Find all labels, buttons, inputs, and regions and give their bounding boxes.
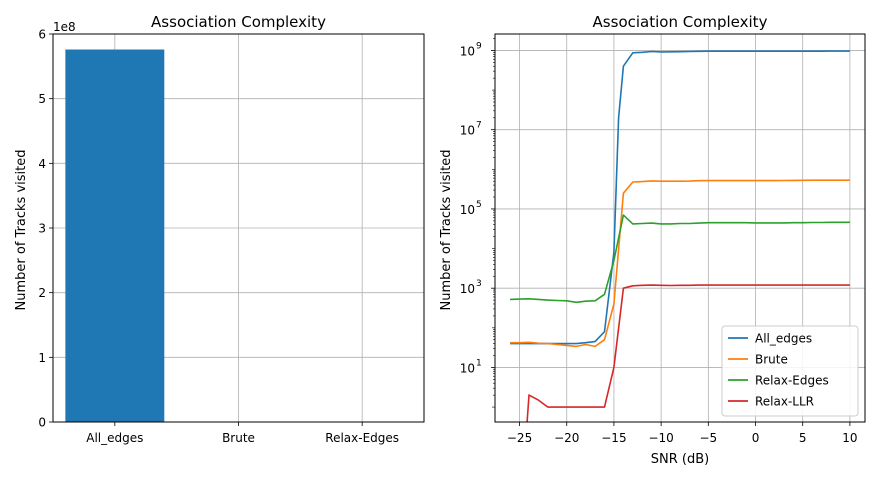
- legend-label-brute: Brute: [755, 353, 788, 367]
- right-x-tick-label: −15: [601, 431, 626, 445]
- left-plot-frame: [52, 33, 425, 423]
- right-x-tick-label: −10: [648, 431, 673, 445]
- right-series-lines: [510, 50, 850, 422]
- left-x-tick-label: Brute: [222, 431, 255, 445]
- right-chart-title: Association Complexity: [593, 13, 768, 31]
- left-y-tick-label: 0: [38, 416, 46, 430]
- left-y-offset-label: 1e8: [53, 20, 76, 34]
- right-x-tick-label: 10: [842, 431, 857, 445]
- right-x-tick-label: −20: [554, 431, 579, 445]
- right-x-tick-label: 5: [799, 431, 807, 445]
- right-y-tick-base: 10: [460, 203, 475, 217]
- left-y-tick-label: 2: [38, 286, 46, 300]
- left-bar-chart: Association Complexity 1e8 Number of Tra…: [14, 13, 425, 445]
- left-y-axis-label: Number of Tracks visited: [14, 150, 29, 311]
- series-line-brute: [510, 179, 850, 348]
- right-y-tick-base: 10: [460, 282, 475, 296]
- left-x-tick-label: All_edges: [86, 431, 143, 445]
- legend-box: [721, 325, 859, 417]
- right-y-tick-exponent: 9: [476, 41, 482, 51]
- legend-label-relax-edges: Relax-Edges: [755, 374, 829, 388]
- left-chart-title: Association Complexity: [151, 13, 326, 31]
- left-y-tick-label: 5: [38, 92, 46, 106]
- left-y-tick-label: 1: [38, 351, 46, 365]
- series-line-all_edges: [510, 50, 850, 345]
- left-y-tick-label: 4: [38, 157, 46, 171]
- right-y-tick-base: 10: [460, 124, 475, 138]
- series-line-relax-edges: [510, 214, 850, 304]
- left-bars: [65, 49, 412, 423]
- left-x-tick-label: Relax-Edges: [325, 431, 399, 445]
- right-x-axis-label: SNR (dB): [651, 452, 709, 467]
- right-y-tick-exponent: 3: [476, 279, 482, 289]
- right-plot-frame: [494, 33, 866, 423]
- right-y-tick-exponent: 1: [476, 358, 482, 368]
- right-y-tick-exponent: 5: [476, 200, 482, 210]
- right-y-tick-exponent: 7: [476, 121, 482, 131]
- right-x-tick-label: −25: [507, 431, 532, 445]
- series-line-relax-llr: [526, 284, 850, 422]
- right-y-tick-base: 10: [460, 44, 475, 58]
- legend-label-relax-llr: Relax-LLR: [755, 395, 814, 409]
- right-line-chart: Association Complexity Number of Tracks …: [439, 13, 866, 467]
- left-y-ticks: 0 1 2 3 4 5 6: [38, 28, 53, 430]
- right-y-axis-label: Number of Tracks visited: [439, 150, 454, 311]
- left-y-tick-label: 6: [38, 28, 46, 42]
- legend-label-all_edges: All_edges: [755, 332, 812, 346]
- right-x-ticks: −25 −20 −15 −10 −5 0 5 10: [507, 422, 858, 445]
- left-x-ticks: All_edges Brute Relax-Edges: [86, 422, 399, 445]
- left-y-tick-label: 3: [38, 222, 46, 236]
- right-x-tick-label: −5: [699, 431, 717, 445]
- right-legend: All_edges Brute Relax-Edges Relax-LLR: [721, 325, 859, 417]
- right-x-tick-label: 0: [752, 431, 760, 445]
- bar-all_edges: [65, 49, 165, 423]
- right-y-tick-base: 10: [460, 361, 475, 375]
